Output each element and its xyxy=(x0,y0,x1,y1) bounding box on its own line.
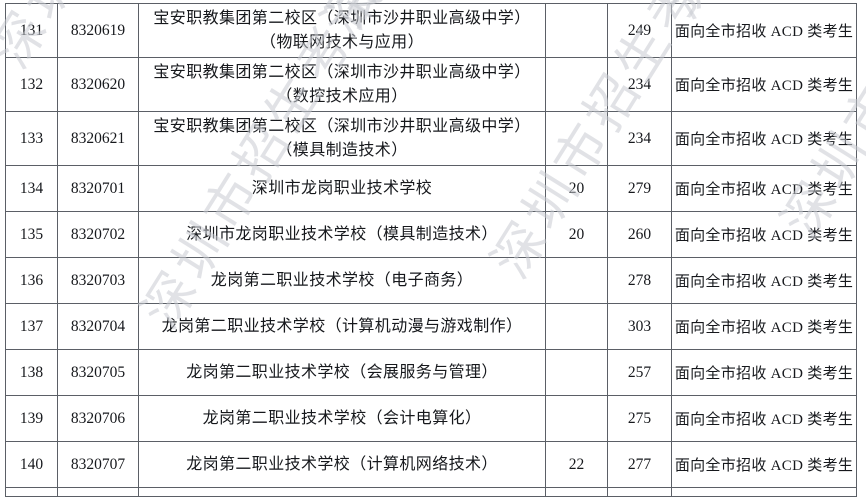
row-index-cell: 140 xyxy=(5,441,58,488)
score-cell: 275 xyxy=(607,395,672,442)
school-name-line-1: 深圳市龙岗职业技术学校 xyxy=(251,179,433,197)
partial-cell xyxy=(57,487,139,497)
note-cell: 面向全市招收 ACD 类考生 xyxy=(671,257,857,304)
partial-cell xyxy=(607,487,672,497)
table-row: 134 8320701 深圳市龙岗职业技术学校 20 279 面向全市招收 ACD 类考生 xyxy=(5,165,857,212)
table-row: 140 8320707 龙岗第二职业技术学校（计算机网络技术） 22 277 面向全市招收… xyxy=(5,441,857,488)
row-index-cell: 138 xyxy=(5,349,58,396)
quota-cell xyxy=(545,57,608,112)
school-name-cell: 深圳市龙岗职业技术学校（模具制造技术） xyxy=(138,211,546,258)
score-cell: 234 xyxy=(607,57,672,112)
quota-cell xyxy=(545,349,608,396)
school-name-line-2: （数控技术应用） xyxy=(276,87,408,105)
table-row: 135 8320702 深圳市龙岗职业技术学校（模具制造技术） 20 260 面向全市招收… xyxy=(5,211,857,258)
partial-cell xyxy=(138,487,546,497)
table-body: 131 8320619 宝安职教集团第二校区（深圳市沙井职业高级中学） （物联网技术与… xyxy=(5,3,857,497)
school-name-cell: 龙岗第二职业技术学校（会展服务与管理） xyxy=(138,349,546,396)
quota-cell: 20 xyxy=(545,165,608,212)
note-cell: 面向全市招收 ACD 类考生 xyxy=(671,349,857,396)
school-name-cell: 龙岗第二职业技术学校（计算机动漫与游戏制作） xyxy=(138,303,546,350)
school-name-line-2: （物联网技术与应用） xyxy=(259,33,424,51)
admission-quota-table: 131 8320619 宝安职教集团第二校区（深圳市沙井职业高级中学） （物联网技术与… xyxy=(5,3,857,497)
table-row: 139 8320706 龙岗第二职业技术学校（会计电算化） 275 面向全市招收 ACD… xyxy=(5,395,857,442)
school-name-line-1: 龙岗第二职业技术学校（电子商务） xyxy=(210,271,474,289)
quota-cell xyxy=(545,3,608,58)
partial-cell xyxy=(545,487,608,497)
table-row-partial xyxy=(5,487,857,497)
school-name-line-1: 宝安职教集团第二校区（深圳市沙井职业高级中学） xyxy=(153,118,531,136)
quota-cell xyxy=(545,111,608,166)
row-index-cell: 136 xyxy=(5,257,58,304)
school-name-cell: 宝安职教集团第二校区（深圳市沙井职业高级中学） （数控技术应用） xyxy=(138,57,546,112)
school-name-line-1: 龙岗第二职业技术学校（计算机网络技术） xyxy=(186,455,498,473)
quota-cell: 22 xyxy=(545,441,608,488)
table-row: 132 8320620 宝安职教集团第二校区（深圳市沙井职业高级中学） （数控技术应用… xyxy=(5,57,857,112)
row-index-cell: 133 xyxy=(5,111,58,166)
note-cell: 面向全市招收 ACD 类考生 xyxy=(671,57,857,112)
school-code-cell: 8320701 xyxy=(57,165,139,212)
score-cell: 303 xyxy=(607,303,672,350)
school-name-line-1: 深圳市龙岗职业技术学校（模具制造技术） xyxy=(186,225,498,243)
row-index-cell: 139 xyxy=(5,395,58,442)
score-cell: 277 xyxy=(607,441,672,488)
school-name-line-1: 宝安职教集团第二校区（深圳市沙井职业高级中学） xyxy=(153,64,531,82)
note-cell: 面向全市招收 ACD 类考生 xyxy=(671,111,857,166)
school-name-cell: 宝安职教集团第二校区（深圳市沙井职业高级中学） （模具制造技术） xyxy=(138,111,546,166)
quota-cell xyxy=(545,257,608,304)
score-cell: 234 xyxy=(607,111,672,166)
school-code-cell: 8320621 xyxy=(57,111,139,166)
quota-cell xyxy=(545,395,608,442)
school-code-cell: 8320702 xyxy=(57,211,139,258)
partial-cell xyxy=(5,487,58,497)
school-code-cell: 8320619 xyxy=(57,3,139,58)
note-cell: 面向全市招收 ACD 类考生 xyxy=(671,3,857,58)
table-row: 138 8320705 龙岗第二职业技术学校（会展服务与管理） 257 面向全市招收 A… xyxy=(5,349,857,396)
row-index-cell: 132 xyxy=(5,57,58,112)
score-cell: 257 xyxy=(607,349,672,396)
table-row: 131 8320619 宝安职教集团第二校区（深圳市沙井职业高级中学） （物联网技术与… xyxy=(5,3,857,58)
row-index-cell: 134 xyxy=(5,165,58,212)
school-name-line-2: （模具制造技术） xyxy=(276,141,408,159)
table-row: 133 8320621 宝安职教集团第二校区（深圳市沙井职业高级中学） （模具制造技术… xyxy=(5,111,857,166)
row-index-cell: 135 xyxy=(5,211,58,258)
school-name-line-1: 龙岗第二职业技术学校（会展服务与管理） xyxy=(186,363,498,381)
admission-table-container: 131 8320619 宝安职教集团第二校区（深圳市沙井职业高级中学） （物联网技术与… xyxy=(5,3,857,497)
score-cell: 278 xyxy=(607,257,672,304)
school-code-cell: 8320707 xyxy=(57,441,139,488)
school-code-cell: 8320704 xyxy=(57,303,139,350)
score-cell: 249 xyxy=(607,3,672,58)
quota-cell xyxy=(545,303,608,350)
score-cell: 260 xyxy=(607,211,672,258)
school-code-cell: 8320620 xyxy=(57,57,139,112)
school-name-cell: 龙岗第二职业技术学校（会计电算化） xyxy=(138,395,546,442)
school-name-line-1: 宝安职教集团第二校区（深圳市沙井职业高级中学） xyxy=(153,10,531,28)
school-name-cell: 深圳市龙岗职业技术学校 xyxy=(138,165,546,212)
note-cell: 面向全市招收 ACD 类考生 xyxy=(671,395,857,442)
score-cell: 279 xyxy=(607,165,672,212)
school-name-line-1: 龙岗第二职业技术学校（会计电算化） xyxy=(202,409,482,427)
quota-cell: 20 xyxy=(545,211,608,258)
note-cell: 面向全市招收 ACD 类考生 xyxy=(671,165,857,212)
row-index-cell: 137 xyxy=(5,303,58,350)
school-code-cell: 8320706 xyxy=(57,395,139,442)
note-cell: 面向全市招收 ACD 类考生 xyxy=(671,441,857,488)
table-row: 137 8320704 龙岗第二职业技术学校（计算机动漫与游戏制作） 303 面向全市招… xyxy=(5,303,857,350)
school-name-cell: 龙岗第二职业技术学校（计算机网络技术） xyxy=(138,441,546,488)
note-cell: 面向全市招收 ACD 类考生 xyxy=(671,303,857,350)
school-name-line-1: 龙岗第二职业技术学校（计算机动漫与游戏制作） xyxy=(161,317,523,335)
school-code-cell: 8320703 xyxy=(57,257,139,304)
note-cell: 面向全市招收 ACD 类考生 xyxy=(671,211,857,258)
school-name-cell: 宝安职教集团第二校区（深圳市沙井职业高级中学） （物联网技术与应用） xyxy=(138,3,546,58)
school-name-cell: 龙岗第二职业技术学校（电子商务） xyxy=(138,257,546,304)
school-code-cell: 8320705 xyxy=(57,349,139,396)
partial-cell xyxy=(671,487,857,497)
row-index-cell: 131 xyxy=(5,3,58,58)
table-row: 136 8320703 龙岗第二职业技术学校（电子商务） 278 面向全市招收 ACD … xyxy=(5,257,857,304)
